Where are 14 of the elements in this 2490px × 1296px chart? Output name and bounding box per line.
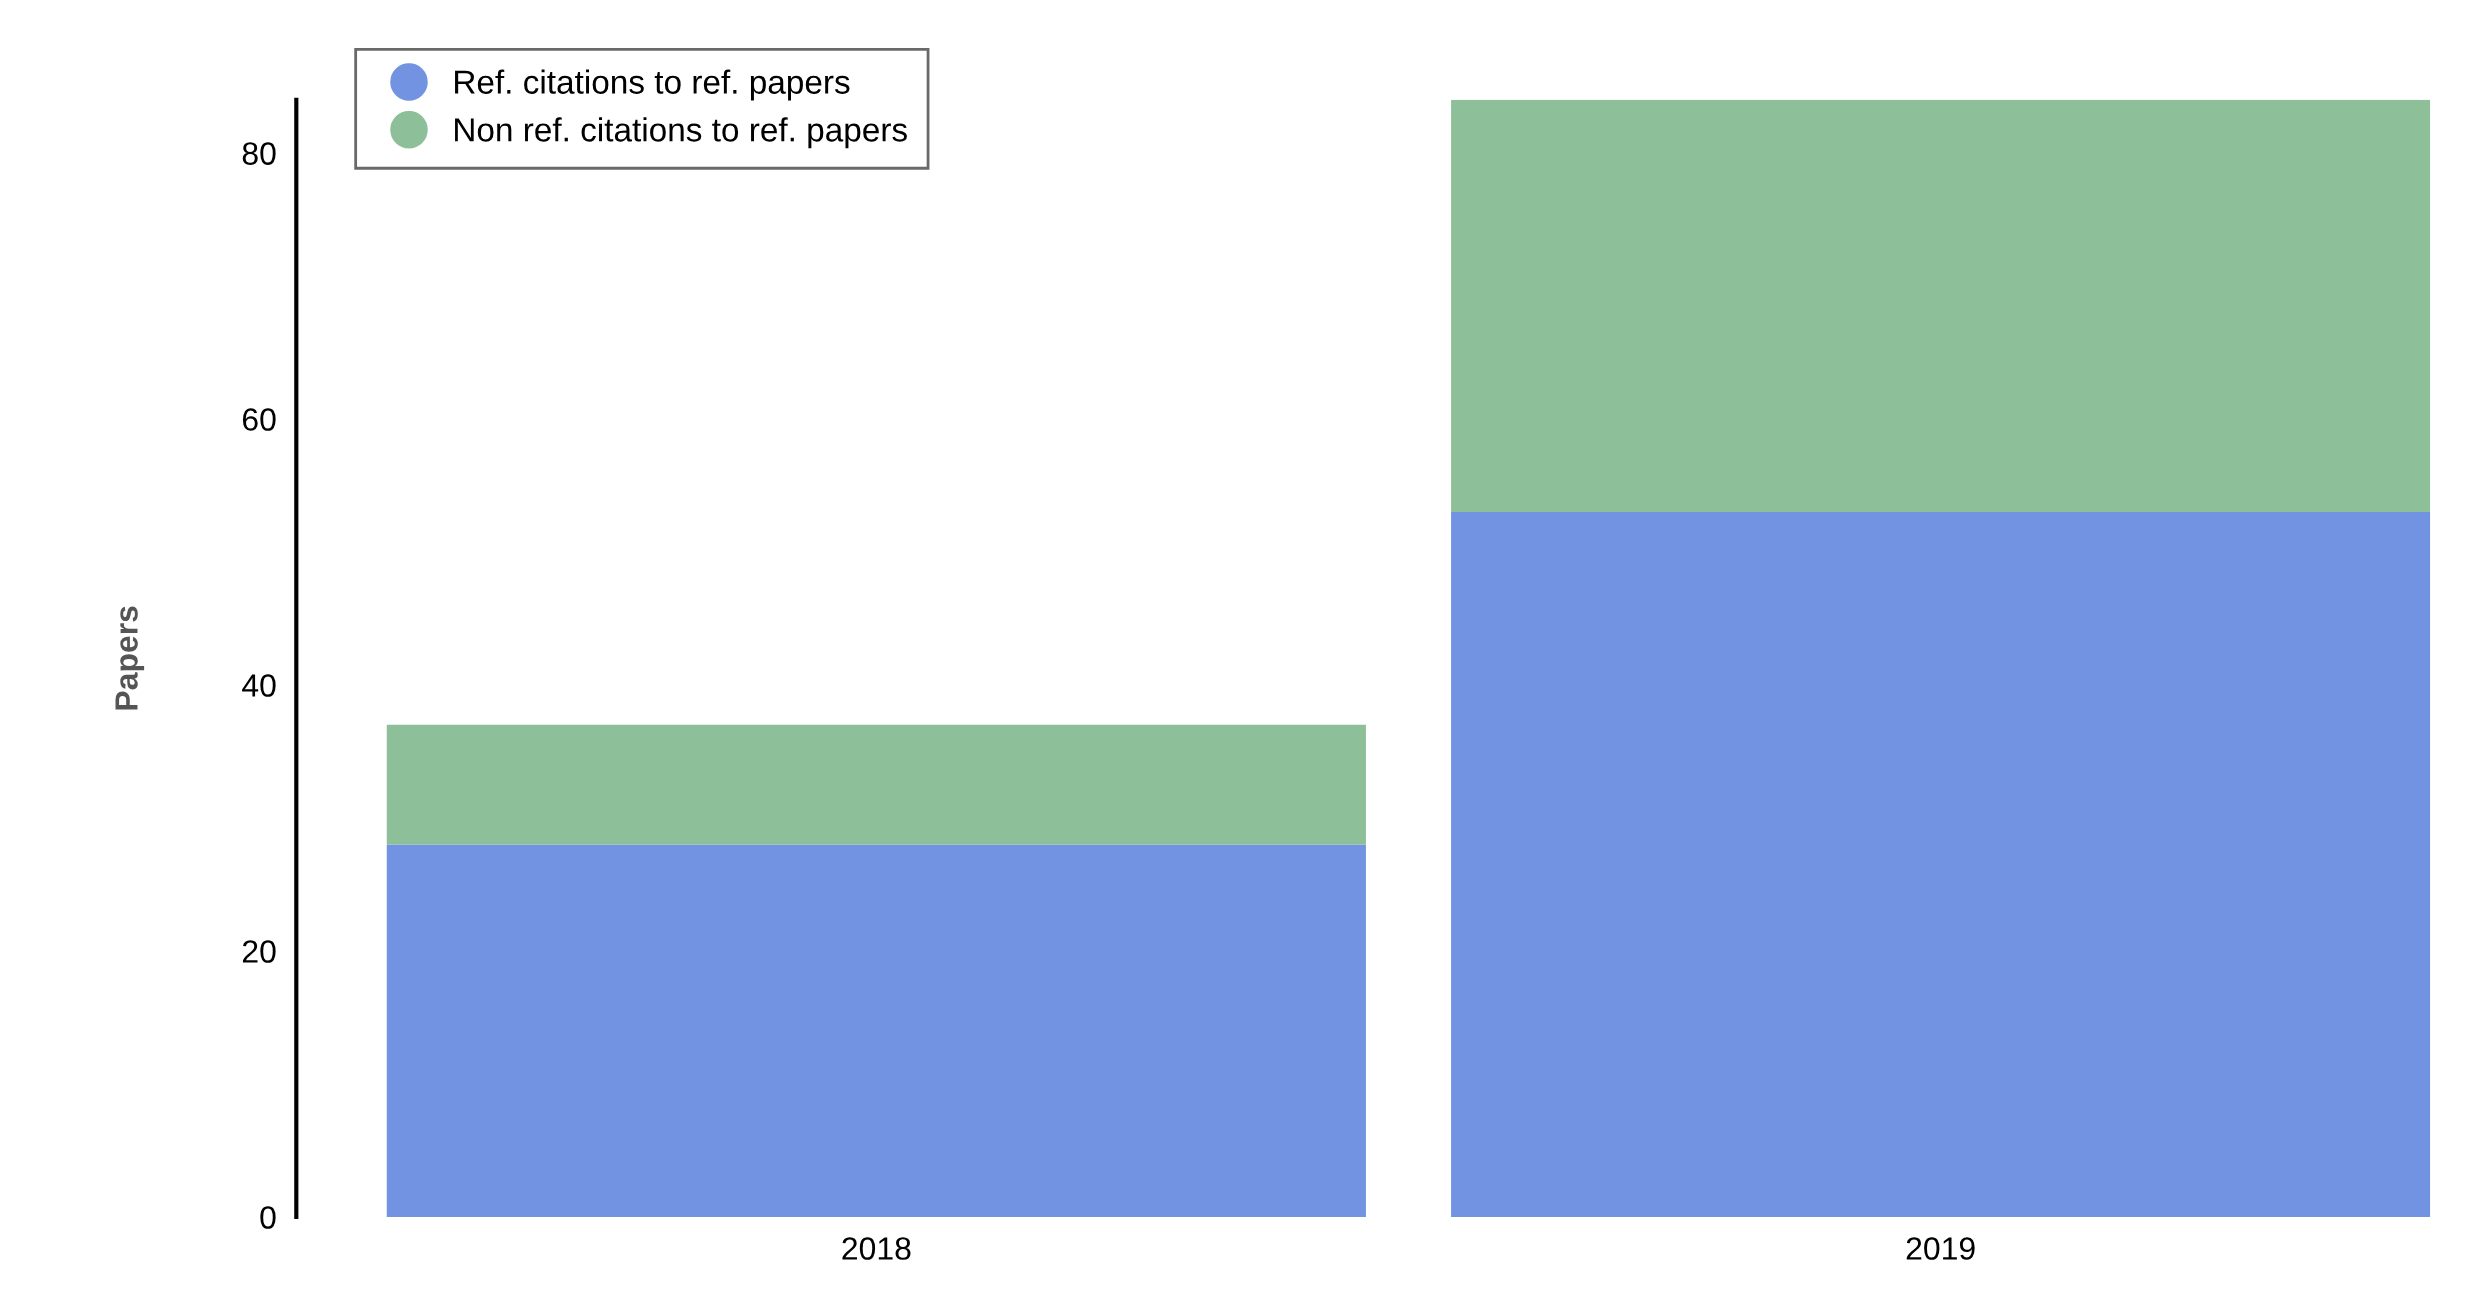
y-tick-label: 40 — [242, 674, 276, 697]
y-axis-title: Papers — [115, 606, 145, 710]
legend-label: Non ref. citations to ref. papers — [455, 117, 907, 149]
bar — [386, 724, 1366, 845]
y-tick-label: 80 — [242, 142, 276, 165]
y-tick-label: 20 — [242, 940, 276, 963]
bar — [1451, 512, 2431, 1217]
bar — [1451, 99, 2431, 513]
y-tick-label: 0 — [260, 1206, 276, 1229]
x-tick-label: 2019 — [1906, 1237, 1975, 1260]
bar — [386, 844, 1366, 1217]
legend-label: Ref. citations to ref. papers — [455, 69, 850, 101]
y-tick-label: 60 — [242, 408, 276, 431]
x-tick-label: 2018 — [842, 1237, 911, 1260]
